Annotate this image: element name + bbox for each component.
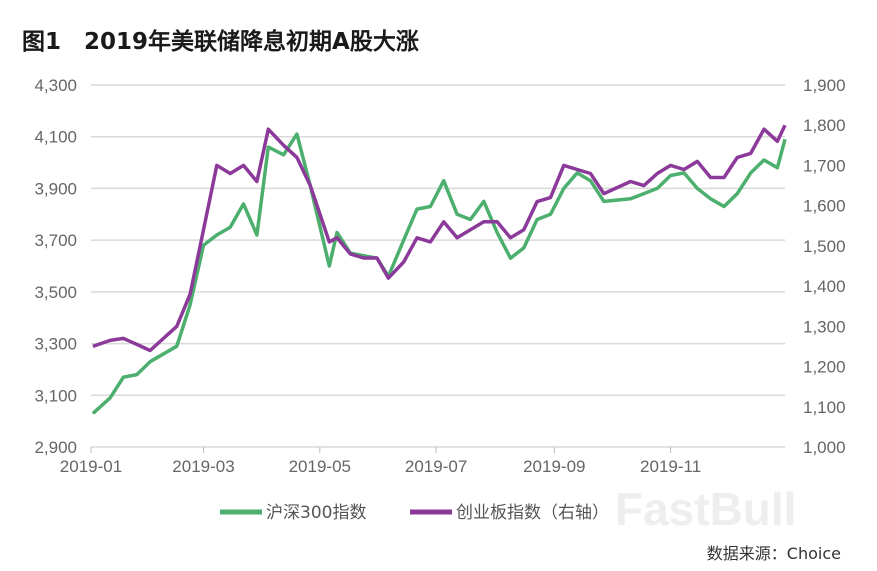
legend-label-chinext: 创业板指数（右轴） [456, 503, 609, 523]
y-right-tick-label: 1,200 [803, 358, 846, 377]
y-right-tick-label: 1,300 [803, 317, 846, 336]
x-tick-label: 2019-03 [172, 457, 234, 476]
y-left-tick-label: 4,300 [34, 76, 77, 95]
data-source: 数据来源：Choice [706, 544, 841, 563]
y-left-tick-label: 4,100 [34, 128, 77, 147]
x-tick-label: 2019-01 [60, 457, 122, 476]
x-tick-label: 2019-09 [523, 457, 585, 476]
legend-label-csi300: 沪深300指数 [266, 503, 366, 523]
legend: 沪深300指数 创业板指数（右轴） [220, 503, 609, 523]
series-line-chinext [92, 124, 787, 353]
y-right-tick-label: 1,800 [803, 116, 846, 135]
y-right-tick-label: 1,500 [803, 237, 846, 256]
watermark-logo: FastBull [615, 483, 796, 535]
y-left-tick-label: 3,900 [34, 179, 77, 198]
series-line-csi300 [91, 132, 787, 415]
y-left-tick-label: 3,500 [34, 283, 77, 302]
y-right-tick-label: 1,000 [803, 438, 846, 457]
y-right-tick-label: 1,700 [803, 156, 846, 175]
y-right-tick-label: 1,100 [803, 398, 846, 417]
y-left-tick-label: 3,300 [34, 335, 77, 354]
y-left-tick-label: 2,900 [34, 438, 77, 457]
y-right-tick-label: 1,600 [803, 197, 846, 216]
x-tick-label: 2019-11 [640, 457, 701, 476]
x-tick-label: 2019-07 [405, 457, 467, 476]
chart-title: 图1 2019年美联储降息初期A股大涨 [22, 29, 419, 55]
x-tick-label: 2019-05 [289, 457, 351, 476]
y-left-tick-label: 3,100 [34, 386, 77, 405]
y-left-tick-label: 3,700 [34, 231, 77, 250]
y-right-tick-label: 1,400 [803, 277, 846, 296]
y-right-tick-label: 1,900 [803, 76, 846, 95]
